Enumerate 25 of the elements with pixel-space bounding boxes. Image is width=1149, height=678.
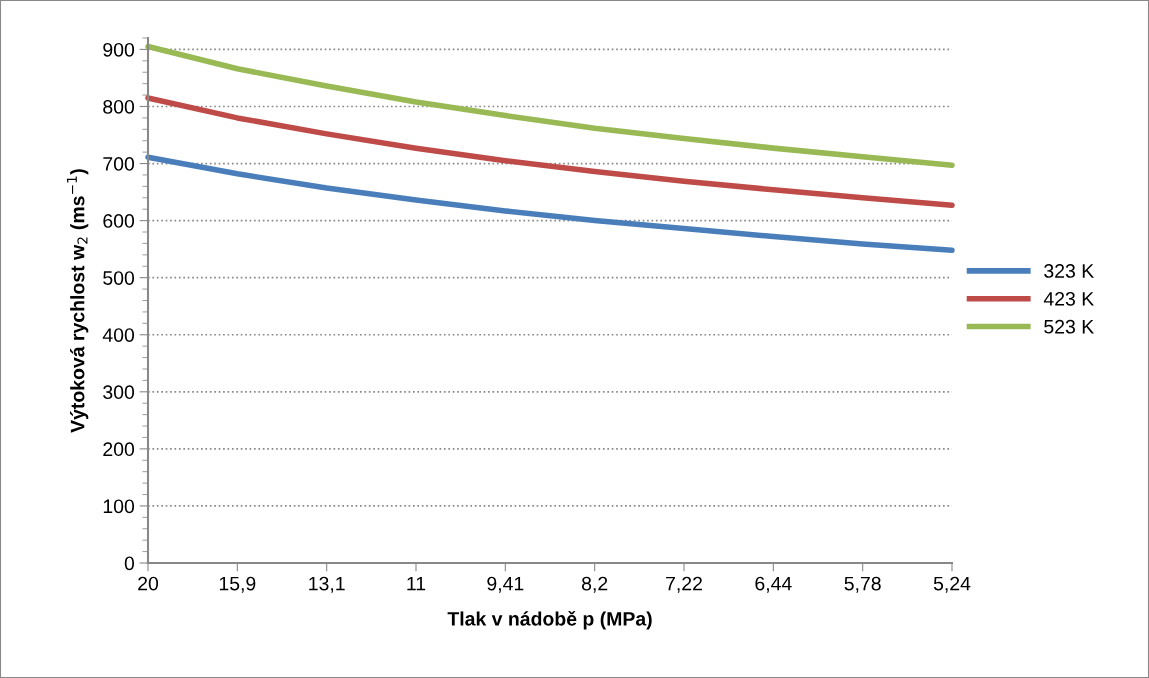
legend-label: 423 K xyxy=(1043,291,1094,306)
y-tick-label: 0 xyxy=(124,556,135,571)
legend-label: 323 K xyxy=(1044,264,1094,278)
x-tick-label: 8,2 xyxy=(582,576,608,593)
x-tick-label: 5,24 xyxy=(933,576,971,593)
y-tick-label: 500 xyxy=(103,271,135,285)
x-tick-label: 13,1 xyxy=(309,576,345,593)
y-tick-label: 100 xyxy=(103,499,135,514)
legend-label: 523 K xyxy=(1044,319,1094,334)
y-tick-label: 600 xyxy=(103,214,135,228)
x-tick-label: 5,78 xyxy=(844,576,881,593)
y-tick-label: 700 xyxy=(103,157,135,171)
y-tick-label: 400 xyxy=(102,328,135,342)
x-axis-title: Tlak v nádobě p (MPa) xyxy=(447,610,652,630)
x-tick-label: 9,41 xyxy=(487,576,524,593)
x-tick-label: 20 xyxy=(138,576,159,591)
x-tick-label: 11 xyxy=(407,576,426,591)
y-tick-label: 800 xyxy=(103,99,135,114)
x-tick-label: 7,22 xyxy=(666,576,702,593)
y-tick-label: 900 xyxy=(103,42,135,57)
x-tick-label: 15,9 xyxy=(219,576,256,593)
x-tick-label: 6,44 xyxy=(755,576,792,593)
y-tick-label: 200 xyxy=(103,442,135,457)
y-tick-label: 300 xyxy=(103,385,135,400)
y-axis-title: Výtoková rychlost w$_{2}$ (ms$^{−1}$) xyxy=(66,169,89,433)
